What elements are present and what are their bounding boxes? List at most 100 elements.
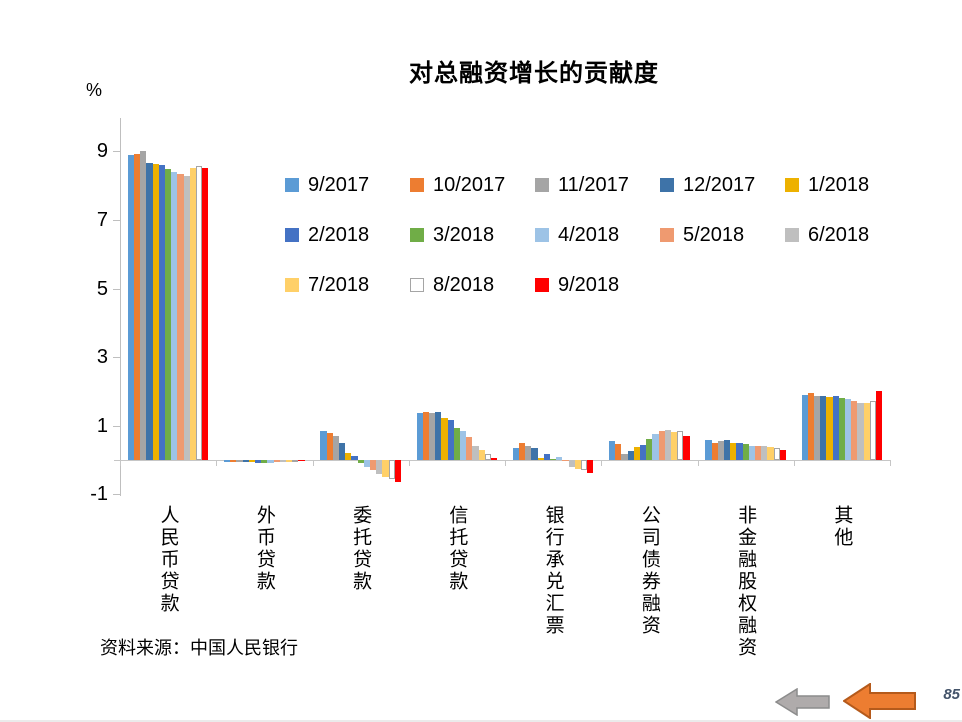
legend-swatch-icon [535,178,549,192]
back-arrow-orange-icon[interactable] [843,683,917,719]
x-axis-category-label: 其他 [831,505,853,549]
bar [779,450,786,460]
bar [478,450,485,460]
legend-swatch-icon [410,178,424,192]
y-axis-tick [113,219,120,221]
bar [826,396,833,460]
bar [466,437,473,460]
legend-swatch-icon [660,228,674,242]
bar [711,442,718,460]
bar [748,445,755,460]
bar [447,420,454,460]
bar [376,460,383,474]
bar [736,442,743,460]
legend-swatch-icon [410,228,424,242]
bar [441,418,448,460]
bar [705,440,712,460]
legend-swatch-icon [285,228,299,242]
bar [326,432,333,460]
bar [177,174,184,460]
bar [671,431,678,460]
bar [351,455,358,460]
bar [525,445,532,460]
legend-label: 11/2017 [558,173,629,196]
bar [394,460,401,483]
bar [453,428,460,460]
bar [267,460,274,463]
bar [435,411,442,460]
bar [807,393,814,460]
x-axis-line [114,460,890,461]
y-axis-tick [113,425,120,427]
bar [568,460,575,467]
bar [633,447,641,460]
bar [320,430,327,460]
x-axis-tick [408,460,410,466]
legend-item: 2/2018 [285,221,369,249]
bar [357,460,364,464]
x-axis-tick [120,460,121,466]
legend-label: 10/2017 [433,173,506,196]
bar [416,413,423,460]
legend-label: 9/2017 [308,173,370,196]
legend-label: 3/2018 [433,223,495,246]
source-note: 资料来源：中国人民银行 [100,638,298,658]
bar [428,413,436,460]
bar [242,460,249,463]
y-axis-tick-label: 7 [96,208,108,231]
bar [587,460,594,473]
legend-item: 6/2018 [785,221,869,249]
bar [863,403,870,460]
bar [224,460,231,463]
bar [519,442,526,460]
bar [298,460,305,462]
legend-swatch-icon [535,228,549,242]
y-axis-tick-label: -1 [90,483,108,506]
bar [261,460,268,464]
x-axis-tick [697,460,699,466]
x-axis-category-label: 外币贷款 [253,505,275,593]
bar [683,435,690,460]
legend-label: 5/2018 [683,223,745,246]
bar [621,454,628,460]
bar [459,430,467,460]
page-number: 85 [943,686,960,703]
bar [472,445,479,460]
legend-swatch-icon [285,278,299,292]
legend-item: 1/2018 [785,171,869,199]
bar [640,445,647,460]
bar [664,429,672,460]
bar [730,442,737,460]
legend-item: 8/2018 [410,271,494,299]
bar [189,168,196,460]
bar [230,460,237,463]
legend-item: 4/2018 [535,221,619,249]
bar [388,460,395,479]
bar [165,169,172,460]
bar [127,154,134,460]
chart-title: 对总融资增长的贡献度 [409,60,659,87]
legend-label: 7/2018 [308,273,370,296]
bar [382,460,389,478]
bar [773,448,780,460]
bar [581,460,588,470]
back-arrow-gray-icon[interactable] [775,688,830,716]
x-axis-category-label: 委托贷款 [350,505,372,593]
bar [875,391,883,460]
y-axis-tick-label: 5 [96,277,108,300]
bar [832,396,839,460]
legend-label: 9/2018 [558,273,620,296]
legend-label: 1/2018 [808,173,870,196]
legend-label: 2/2018 [308,223,370,246]
bar [609,440,616,460]
bar [279,460,287,462]
x-axis-tick [890,460,891,466]
legend-item: 7/2018 [285,271,369,299]
x-axis-tick [793,460,795,466]
bar [820,395,827,460]
legend-item: 12/2017 [660,171,755,199]
bar [543,453,550,460]
bar [615,444,622,460]
bar [152,163,159,460]
